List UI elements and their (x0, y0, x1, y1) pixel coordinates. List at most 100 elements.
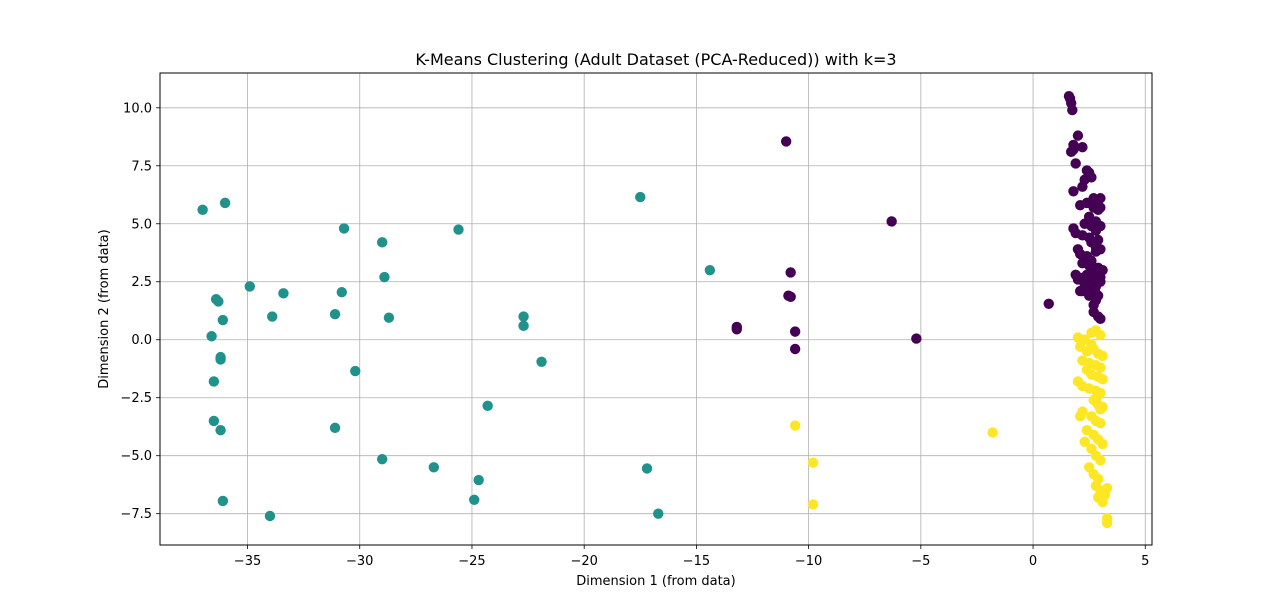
cluster-0-point (785, 267, 796, 278)
cluster-2-point (1092, 390, 1104, 401)
cluster-1-point (350, 365, 361, 377)
cluster-2-point (789, 420, 801, 431)
cluster-2-point (1095, 404, 1106, 415)
axis-ticks: −35 −30 −25 −20 −15 −10 −5 0 5 −7.5 −5.0 −2.5 0.0 2.5… (120, 101, 1149, 569)
cluster-1-point (641, 463, 653, 474)
y-axis-label: Dimension 2 (from data) (97, 229, 112, 388)
cluster-1-point (518, 311, 529, 322)
cluster-0-point (1072, 130, 1084, 141)
cluster-1-point (329, 309, 341, 320)
cluster-2-point (1097, 438, 1108, 450)
y-tick-label: −2.5 (120, 391, 152, 406)
cluster-1-point (278, 288, 289, 299)
cluster-0-point (789, 326, 801, 337)
cluster-1-point (653, 508, 664, 519)
cluster-2-point (987, 427, 998, 438)
cluster-2-point (807, 499, 819, 510)
cluster-1-point (635, 191, 646, 203)
cluster-1-point (383, 312, 395, 323)
cluster-2-point (1097, 373, 1108, 385)
cluster-1-point (329, 422, 341, 434)
cluster-0-point (1095, 244, 1106, 255)
cluster-1-point (208, 376, 220, 387)
cluster-2-point (1095, 418, 1106, 429)
cluster-1-point (264, 510, 276, 522)
cluster-1-point (336, 286, 347, 298)
cluster-0-point (1095, 276, 1106, 287)
cluster-1-point (704, 264, 716, 276)
cluster-0-point (789, 343, 801, 355)
cluster-1-point (518, 320, 529, 332)
y-tick-label: 0.0 (131, 333, 152, 348)
x-tick-label: −25 (458, 554, 485, 569)
plot-area-frame (159, 72, 1153, 546)
y-tick-label: 7.5 (131, 159, 152, 174)
cluster-2-point (1095, 362, 1106, 373)
cluster-2-point (1101, 517, 1113, 529)
y-tick-label: 2.5 (131, 275, 152, 290)
cluster-2-point (1097, 350, 1108, 362)
cluster-1-point (219, 197, 231, 209)
cluster-0-point (1095, 193, 1106, 204)
cluster-1-point (215, 424, 226, 436)
scatter-points (197, 90, 1113, 529)
cluster-0-point (886, 216, 897, 227)
cluster-0-point (911, 333, 922, 344)
cluster-1-point (217, 495, 229, 507)
x-tick-label: −30 (346, 554, 373, 569)
cluster-1-point (536, 356, 547, 367)
cluster-0-point (1072, 271, 1084, 283)
cluster-0-point (1077, 142, 1088, 153)
cluster-1-point (379, 271, 390, 283)
cluster-1-point (482, 400, 493, 412)
cluster-1-point (208, 415, 220, 427)
cluster-2-point (1079, 436, 1090, 447)
cluster-0-point (1095, 220, 1106, 232)
y-tick-label: −7.5 (120, 507, 152, 522)
cluster-0-point (731, 324, 742, 335)
cluster-0-point (1083, 288, 1095, 299)
cluster-1-point (469, 494, 480, 505)
cluster-1-point (217, 314, 229, 326)
cluster-1-point (244, 281, 255, 292)
cluster-0-point (1067, 104, 1078, 116)
x-tick-label: −20 (570, 554, 597, 569)
y-tick-label: −5.0 (120, 449, 152, 464)
x-tick-label: −15 (683, 554, 710, 569)
cluster-0-point (780, 136, 792, 147)
cluster-1-point (206, 331, 217, 342)
x-tick-label: 0 (1029, 554, 1037, 569)
cluster-1-point (473, 474, 484, 486)
cluster-1-point (197, 204, 208, 216)
grid-lines (160, 73, 1152, 545)
chart-title: K-Means Clustering (Adult Dataset (PCA-R… (415, 50, 896, 69)
cluster-1-point (338, 223, 350, 234)
cluster-1-point (267, 311, 278, 322)
cluster-0-point (1095, 202, 1106, 213)
cluster-1-point (376, 237, 388, 248)
x-tick-label: −10 (795, 554, 822, 569)
x-axis-label: Dimension 1 (from data) (576, 574, 735, 589)
cluster-1-point (215, 354, 226, 365)
y-tick-label: 5.0 (131, 217, 152, 232)
cluster-0-point (1092, 234, 1104, 246)
cluster-1-point (376, 453, 388, 465)
cluster-1-point (453, 224, 464, 235)
cluster-0-point (785, 291, 796, 303)
x-tick-label: −35 (234, 554, 261, 569)
cluster-2-point (1081, 364, 1093, 376)
cluster-2-point (807, 457, 819, 468)
cluster-0-point (1068, 144, 1079, 155)
cluster-0-point (1070, 158, 1081, 169)
x-tick-label: −5 (911, 554, 930, 569)
cluster-2-point (1097, 496, 1108, 508)
cluster-2-point (1095, 329, 1106, 341)
y-tick-label: 10.0 (123, 101, 152, 116)
cluster-0-point (1081, 269, 1093, 280)
cluster-0-point (1077, 181, 1088, 192)
x-tick-label: 5 (1141, 554, 1149, 569)
cluster-0-point (1068, 186, 1079, 197)
cluster-0-point (1095, 313, 1106, 325)
cluster-0-point (1043, 298, 1054, 309)
